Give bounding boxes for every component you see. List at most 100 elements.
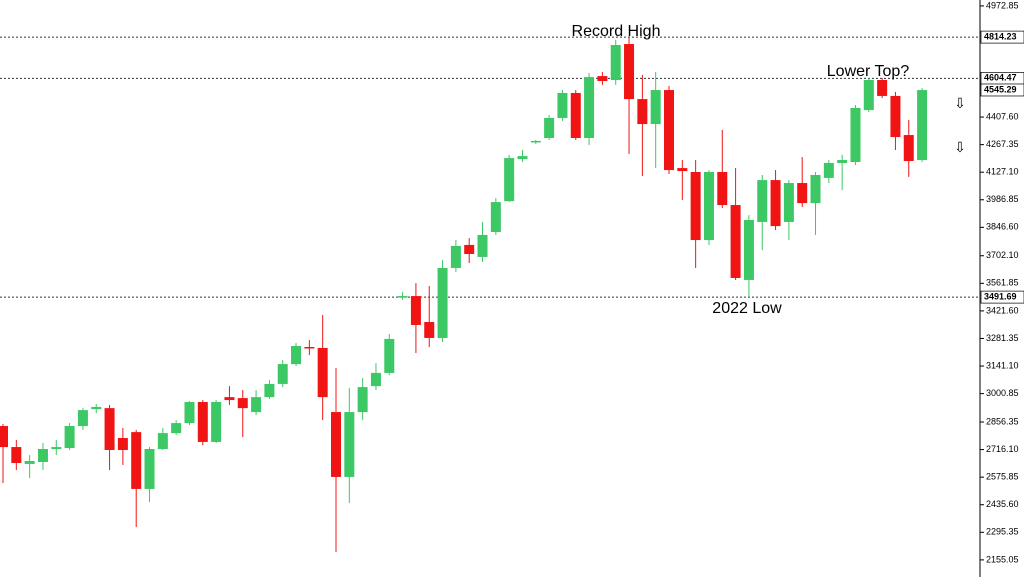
candle-body (597, 76, 608, 81)
candle-body (490, 202, 501, 232)
y-tick-label: 2295.35 (986, 527, 1019, 537)
candle-body (770, 180, 781, 227)
candle-body (410, 296, 421, 325)
sell-arrow: ⇩ (954, 139, 966, 155)
candle-body (890, 95, 901, 138)
y-tick-label: 3702.10 (986, 250, 1019, 260)
candle-body (144, 449, 155, 489)
candle-body (850, 107, 861, 162)
candle-body (184, 402, 195, 424)
y-tick-label: 4267.35 (986, 139, 1019, 149)
candle-body (91, 406, 102, 410)
candle-body (291, 346, 302, 365)
candle-body (51, 447, 62, 450)
candle-body (277, 364, 288, 384)
candle-body (584, 77, 595, 139)
candle-body (344, 412, 355, 477)
candle-body (504, 158, 515, 202)
candle-body (450, 245, 461, 268)
candle-body (131, 432, 142, 489)
candle-body (743, 219, 754, 280)
candle-body (171, 423, 182, 434)
price-level-label: 4604.47 (984, 73, 1017, 83)
candle-body (730, 205, 741, 278)
current-price-label: 4545.29 (984, 84, 1017, 94)
y-tick-label: 2856.35 (986, 416, 1019, 426)
y-tick-label: 2575.85 (986, 472, 1019, 482)
current-price-box (980, 83, 1024, 97)
candle-body (384, 338, 395, 373)
candle-body (783, 183, 794, 222)
candle-body (104, 408, 115, 451)
y-tick-label: 3561.85 (986, 278, 1019, 288)
sell-arrow: ⇩ (954, 95, 966, 111)
candle-body (264, 383, 275, 398)
candle-body (197, 402, 208, 442)
candle-body (317, 347, 328, 398)
price-level-label: 3491.69 (984, 291, 1017, 301)
candle-body (903, 135, 914, 162)
candle-body (650, 90, 661, 125)
candle-body (823, 162, 834, 178)
candle-body (677, 168, 688, 172)
candle-body (424, 322, 435, 338)
candle-body (810, 174, 821, 204)
price-level-label: 4814.23 (984, 31, 1017, 41)
candle-body (211, 402, 222, 442)
y-tick-label: 4407.60 (986, 111, 1019, 121)
y-tick-label: 2155.05 (986, 554, 1019, 564)
candle-body (690, 172, 701, 241)
candle-body (64, 426, 75, 449)
y-tick-label: 3000.85 (986, 388, 1019, 398)
candle-body (224, 397, 235, 401)
candle-body (717, 172, 728, 206)
candle-body (544, 117, 555, 139)
y-tick-label: 4127.10 (986, 167, 1019, 177)
candle-body (797, 183, 808, 204)
candle-body (877, 80, 888, 96)
candle-body (304, 346, 315, 349)
candle-body (237, 398, 248, 409)
candle-body (251, 397, 262, 413)
candle-body (157, 433, 168, 450)
candle-body (530, 140, 541, 143)
candle-body (624, 44, 635, 100)
candle-body (837, 160, 848, 163)
candle-body (464, 244, 475, 254)
candle-body (477, 234, 488, 257)
candle-body (664, 90, 674, 171)
candle-body (117, 438, 128, 451)
annotation: Record High (572, 23, 661, 40)
y-tick-label: 3141.10 (986, 360, 1019, 370)
price-level-box (980, 30, 1024, 44)
y-tick-label: 2716.10 (986, 444, 1019, 454)
candle-body (437, 267, 448, 338)
candle-body (637, 99, 648, 125)
candle-body (917, 90, 928, 161)
y-tick-label: 3421.60 (986, 305, 1019, 315)
candle-body (370, 372, 381, 387)
candle-body (331, 412, 341, 477)
candle-body (397, 296, 408, 298)
candle-body (757, 180, 768, 222)
candle-body (863, 80, 874, 111)
price-level-box (980, 290, 1024, 304)
candle-body (24, 461, 35, 464)
candle-body (570, 92, 581, 139)
y-tick-label: 2435.60 (986, 499, 1019, 509)
candle-body (357, 387, 368, 413)
candle-body (557, 92, 568, 118)
candle-body (610, 45, 621, 81)
candle-body (517, 156, 528, 160)
annotation: Lower Top? (827, 63, 910, 80)
y-tick-label: 3986.85 (986, 194, 1019, 204)
y-tick-label: 3281.35 (986, 333, 1019, 343)
candle-body (703, 172, 714, 241)
candle-body (11, 447, 22, 463)
candle-body (0, 426, 8, 448)
candle-body (77, 410, 88, 427)
y-tick-label: 4972.85 (986, 0, 1019, 10)
annotation: 2022 Low (712, 300, 782, 317)
